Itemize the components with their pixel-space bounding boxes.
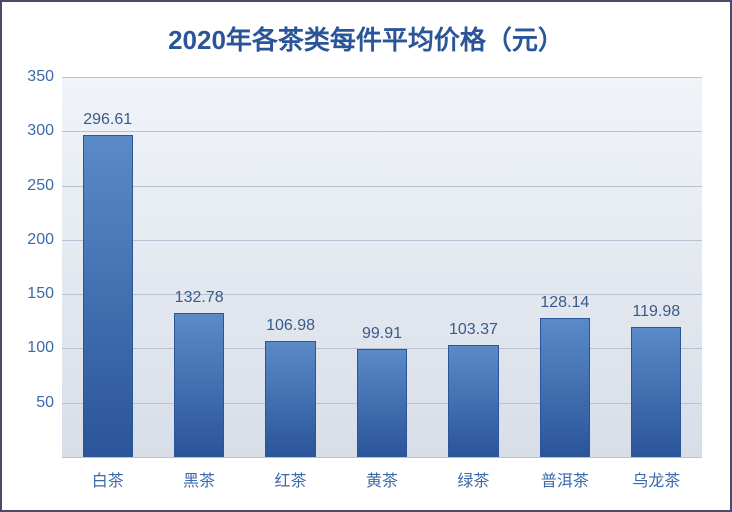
xtick-label: 黄茶 xyxy=(366,467,398,491)
bar-value-label: 103.37 xyxy=(449,321,498,339)
xtick-label: 普洱茶 xyxy=(541,467,589,491)
ytick-label: 300 xyxy=(12,122,54,140)
ytick-label: 50 xyxy=(12,394,54,412)
gridline xyxy=(62,77,702,78)
bar-value-label: 296.61 xyxy=(83,111,132,129)
chart-container: 2020年各茶类每件平均价格（元） 50 100 150 200 250 300 350 29… xyxy=(0,0,732,512)
bar xyxy=(540,318,590,457)
gridline xyxy=(62,186,702,187)
bar xyxy=(448,345,498,457)
bar xyxy=(265,341,315,457)
ytick-label: 100 xyxy=(12,339,54,357)
chart-title: 2020年各茶类每件平均价格（元） xyxy=(2,20,730,57)
bar-value-label: 119.98 xyxy=(632,303,680,321)
ytick-label: 250 xyxy=(12,177,54,195)
bar-value-label: 106.98 xyxy=(266,317,315,335)
xtick-label: 乌龙茶 xyxy=(632,467,680,491)
xtick-label: 绿茶 xyxy=(457,467,489,491)
bar xyxy=(83,135,133,457)
xtick-label: 白茶 xyxy=(92,467,124,491)
gridline xyxy=(62,131,702,132)
xtick-label: 黑茶 xyxy=(183,467,215,491)
plot-area xyxy=(62,77,702,457)
bar-value-label: 99.91 xyxy=(362,325,402,343)
ytick-label: 350 xyxy=(12,68,54,86)
bar xyxy=(631,327,681,457)
ytick-label: 150 xyxy=(12,285,54,303)
bar xyxy=(357,349,407,457)
ytick-label: 200 xyxy=(12,231,54,249)
gridline xyxy=(62,240,702,241)
gridline xyxy=(62,294,702,295)
bar-value-label: 128.14 xyxy=(540,294,589,312)
gridline xyxy=(62,457,702,458)
xtick-label: 红茶 xyxy=(275,467,307,491)
bar-value-label: 132.78 xyxy=(175,289,224,307)
bar xyxy=(174,313,224,457)
